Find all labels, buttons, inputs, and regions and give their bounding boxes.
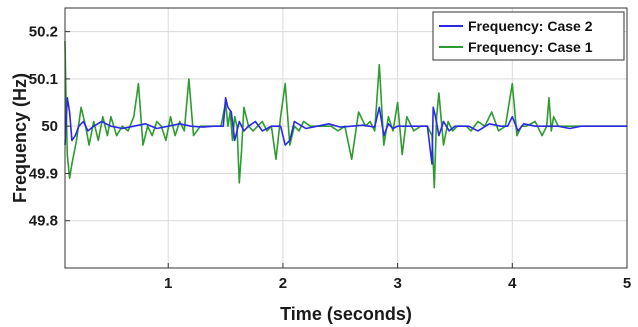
x-axis-label: Time (seconds)	[280, 304, 412, 324]
legend-label-case-1: Frequency: Case 1	[468, 39, 593, 55]
legend-box	[432, 11, 625, 61]
y-tick-label: 50	[41, 118, 58, 135]
y-tick-label: 49.9	[29, 165, 58, 182]
y-tick-label: 50.1	[29, 71, 58, 88]
y-tick-label: 50.2	[29, 24, 58, 41]
x-tick-label: 3	[393, 275, 401, 292]
axis-ticks: 1 2 3 4 5 49.8 49.9 50 50.1 50.2	[29, 24, 631, 292]
plot-area-frame	[64, 7, 628, 269]
series-line-case-1	[64, 41, 627, 189]
x-tick-label: 5	[623, 275, 631, 292]
x-tick-label: 1	[164, 275, 172, 292]
y-tick-label: 49.8	[29, 213, 58, 230]
series-line-case-2	[64, 97, 627, 165]
y-axis-label: Frequency (Hz)	[10, 73, 30, 203]
x-tick-label: 2	[279, 275, 287, 292]
x-tick-label: 4	[508, 275, 517, 292]
legend: Frequency: Case 2 Frequency: Case 1	[432, 11, 625, 61]
series-lines	[64, 41, 627, 189]
legend-label-case-2: Frequency: Case 2	[468, 18, 593, 34]
